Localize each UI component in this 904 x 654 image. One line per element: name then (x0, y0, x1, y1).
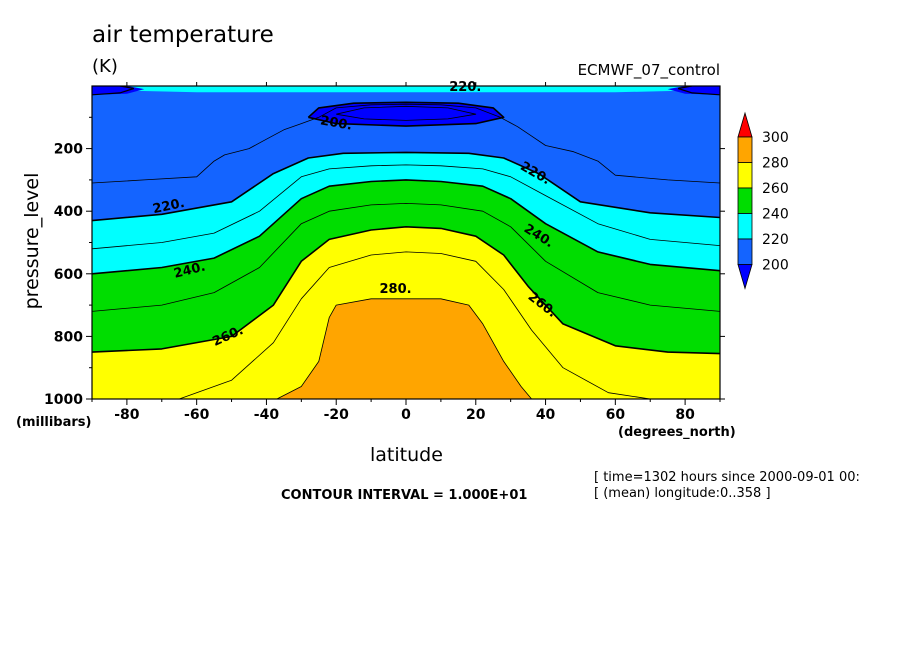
y-tick-label-600: 600 (54, 267, 83, 283)
contour-260 (92, 226, 720, 355)
colorbar-seg-260 (737, 162, 753, 189)
colorbar-under (737, 264, 753, 290)
contour-polar-left (92, 86, 135, 96)
colorbar-label-240: 240 (762, 207, 789, 223)
fill-below-200 (308, 102, 504, 127)
x-tick-label-20: 20 (466, 407, 486, 423)
contour-240 (92, 179, 720, 275)
colorbar-label-200: 200 (762, 258, 789, 274)
x-axis-units: (degrees_north) (618, 425, 736, 440)
contour-polar-right (677, 86, 720, 96)
y-tick-label-400: 400 (54, 204, 83, 220)
x-axis-label: latitude (370, 444, 443, 466)
chart-units: (K) (92, 56, 118, 77)
contour-label-0: 220. (449, 80, 481, 95)
x-tick-label--80: -80 (114, 407, 140, 423)
contour-210 (92, 103, 720, 184)
fill-top-strip (92, 86, 720, 93)
info-time: [ time=1302 hours since 2000-09-01 00: (594, 470, 860, 485)
x-tick-label-80: 80 (675, 407, 695, 423)
contour-label-2: 220. (152, 196, 186, 217)
colorbar-seg-200 (737, 238, 753, 265)
contour-label-8: 280. (379, 282, 411, 297)
contour-220 (92, 151, 720, 222)
colorbar-label-280: 280 (762, 156, 789, 172)
y-tick-label-800: 800 (54, 329, 83, 345)
colorbar-label-220: 220 (762, 232, 789, 248)
y-tick-label-1000: 1000 (44, 392, 83, 408)
x-tick-label-0: 0 (401, 407, 411, 423)
x-tick-label--40: -40 (254, 407, 280, 423)
y-axis-units: (millibars) (16, 415, 92, 430)
x-tick-label--60: -60 (184, 407, 210, 423)
colorbar-label-300: 300 (762, 130, 789, 146)
contour-230 (92, 164, 720, 250)
colorbar-over (737, 111, 753, 138)
chart-title: air temperature (92, 22, 274, 48)
colorbar-seg-220 (737, 213, 753, 240)
contour-190 (336, 105, 477, 121)
x-tick-label-60: 60 (606, 407, 626, 423)
contour-200 (307, 101, 505, 127)
contour-250 (92, 202, 720, 312)
colorbar-seg-240 (737, 187, 753, 214)
contour-label-1: 200. (319, 113, 353, 133)
y-tick-label-200: 200 (54, 142, 83, 158)
info-longitude: [ (mean) longitude:0..358 ] (594, 486, 771, 501)
colorbar-label-260: 260 (762, 181, 789, 197)
fill-200-220 (92, 86, 720, 221)
contour-interval: CONTOUR INTERVAL = 1.000E+01 (281, 488, 528, 503)
dataset-label: ECMWF_07_control (577, 61, 720, 79)
x-tick-label--20: -20 (324, 407, 350, 423)
colorbar-seg-280 (737, 136, 753, 163)
x-tick-label-40: 40 (536, 407, 556, 423)
contour-270 (179, 251, 651, 399)
contour-280 (276, 298, 532, 399)
fill-280-300 (276, 298, 532, 399)
